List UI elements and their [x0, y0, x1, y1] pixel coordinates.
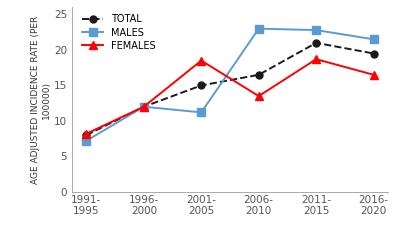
FEMALES: [371, 73, 376, 76]
TOTAL: [314, 41, 318, 44]
MALES: [142, 105, 146, 108]
FEMALES: [84, 132, 89, 135]
TOTAL: [199, 84, 204, 87]
Line: FEMALES: FEMALES: [82, 55, 378, 138]
FEMALES: [314, 58, 318, 61]
TOTAL: [142, 105, 146, 108]
FEMALES: [256, 95, 261, 98]
Y-axis label: AGE ADJUSTED INCIDENCE RATE (PER
100000): AGE ADJUSTED INCIDENCE RATE (PER 100000): [31, 15, 51, 184]
Line: MALES: MALES: [82, 25, 378, 145]
MALES: [199, 111, 204, 114]
Legend: TOTAL, MALES, FEMALES: TOTAL, MALES, FEMALES: [80, 12, 158, 53]
TOTAL: [256, 73, 261, 76]
FEMALES: [199, 59, 204, 62]
TOTAL: [84, 134, 89, 137]
MALES: [256, 27, 261, 30]
MALES: [84, 139, 89, 142]
FEMALES: [142, 105, 146, 108]
MALES: [371, 38, 376, 41]
MALES: [314, 29, 318, 31]
TOTAL: [371, 52, 376, 55]
Line: TOTAL: TOTAL: [83, 39, 377, 138]
